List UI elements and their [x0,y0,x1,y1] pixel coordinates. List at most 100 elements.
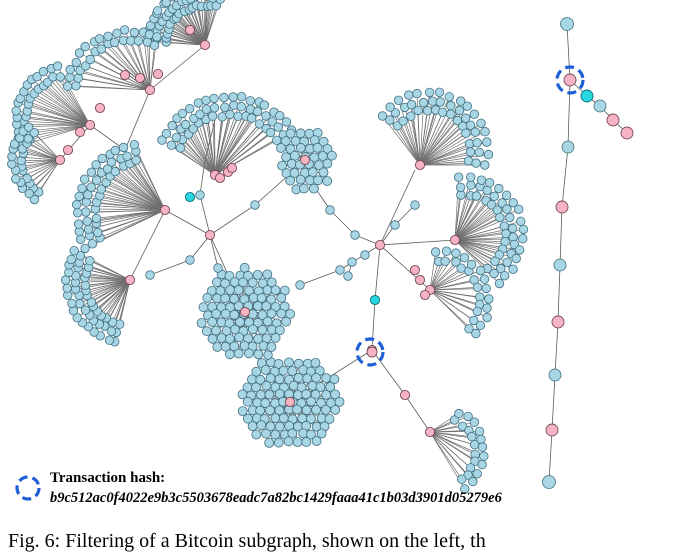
hub-node [200,40,209,49]
address-node [107,158,116,167]
address-node [260,101,269,110]
chain-node [556,201,568,213]
address-node [468,432,477,441]
address-node [8,152,17,161]
address-node [302,438,311,447]
graph-nodes [8,0,634,493]
address-node [162,0,171,7]
address-node [307,397,316,406]
address-node [11,175,20,184]
address-node [500,222,509,231]
graph-edge [150,45,205,90]
address-node [66,65,75,74]
address-node [111,146,120,155]
address-node [473,470,482,479]
address-node [181,120,190,129]
graph-edge [125,90,150,150]
address-node [214,264,223,273]
address-node [257,421,266,430]
address-node [296,175,305,184]
address-node [477,176,486,185]
address-node [472,159,481,168]
address-node [244,349,253,358]
address-node [212,309,221,318]
address-node [478,460,487,469]
address-node [476,266,485,275]
chain-node [561,18,574,31]
address-node [279,366,288,375]
address-node [123,152,132,161]
address-node [74,220,83,229]
address-node [83,217,92,226]
address-node [282,317,291,326]
address-node [413,89,422,98]
address-node [208,112,217,121]
address-node [262,381,271,390]
address-node [82,208,91,217]
address-node [312,405,321,414]
address-node [503,258,512,267]
hub-node [160,205,169,214]
address-node [441,257,450,266]
address-node [234,286,243,295]
graph-edge [150,260,190,275]
chain-node [607,114,619,126]
chain-edge [560,207,562,265]
address-node [452,249,461,258]
address-node [221,103,230,112]
address-node [472,192,481,201]
address-node [275,375,284,384]
address-node [481,127,490,136]
address-node [312,437,321,446]
address-node [86,256,95,265]
address-node [473,138,482,147]
address-node [348,258,357,267]
hub-node [285,397,294,406]
address-node [252,430,261,439]
address-node [481,161,490,170]
graph-edge [300,270,340,285]
address-node [265,390,274,399]
address-node [287,159,296,168]
address-node [467,260,476,269]
hub-node [450,235,459,244]
address-node [331,405,340,414]
address-node [266,406,275,415]
address-node [438,108,447,117]
address-node [263,286,272,295]
graph-edge [430,271,469,290]
address-node [267,309,276,318]
graph-edge [380,240,455,245]
address-node [226,286,235,295]
address-node [258,325,267,334]
address-node [208,334,217,343]
address-node [470,110,479,119]
address-node [86,55,95,64]
address-node [274,123,283,132]
legend-label: Transaction hash: [50,470,165,487]
address-node [197,319,206,328]
address-node [447,101,456,110]
address-node [263,317,272,326]
address-node [253,302,262,311]
address-node [378,112,387,121]
hub-node [205,230,214,239]
address-node [514,205,523,214]
hub-node [300,155,309,164]
chain-edge [552,375,555,430]
address-node [386,103,395,112]
address-node [477,435,486,444]
address-node [313,143,322,152]
highlighted-node [185,192,194,201]
address-node [67,255,76,264]
address-node [12,107,21,116]
address-node [257,294,266,303]
chain-node [543,476,556,489]
hub-node [145,85,154,94]
address-node [299,184,308,193]
address-node [495,184,504,193]
hub-node [367,347,377,357]
address-node [119,143,128,152]
address-node [463,102,472,111]
address-node [394,96,403,105]
